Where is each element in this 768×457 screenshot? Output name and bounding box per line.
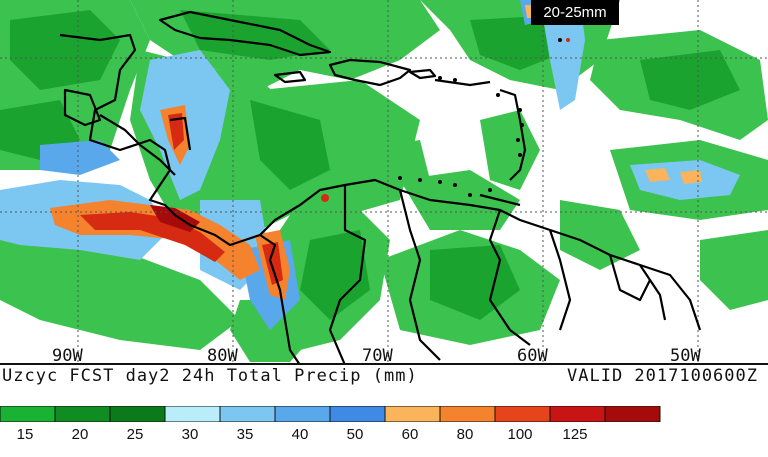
island-markers: [398, 38, 562, 197]
scale-swatch: [109, 406, 166, 422]
scale-tick-label: 100: [507, 426, 533, 443]
scale-tick-label: 30: [181, 426, 199, 443]
scale-tick-label: 20: [71, 426, 89, 443]
lon-label-60w: 60W: [517, 346, 548, 365]
scale-tick-label: 15: [16, 426, 34, 443]
rain-heavy-layer: [50, 5, 702, 300]
map-caption: Uzcyc FCST day2 24h Total Precip (mm) VA…: [0, 366, 768, 388]
scale-tick-label: 80: [456, 426, 474, 443]
scale-swatch: [494, 406, 551, 422]
coastlines-and-borders: [59, 10, 702, 365]
scale-tick-label: 60: [401, 426, 419, 443]
lon-label-70w: 70W: [362, 346, 393, 365]
lon-label-90w: 90W: [52, 346, 83, 365]
color-scale-bar: [0, 406, 661, 422]
scale-swatch: [0, 406, 56, 422]
caption-valid-time: VALID 2017100600Z: [567, 366, 758, 386]
scale-swatch: [164, 406, 221, 422]
caption-product: Uzcyc FCST day2 24h Total Precip (mm): [2, 366, 418, 386]
scale-swatch: [384, 406, 441, 422]
scale-swatch: [439, 406, 496, 422]
scale-tick-label: 125: [562, 426, 588, 443]
scale-tick-label: 50: [346, 426, 364, 443]
color-scale-labels: 15 20 25 30 35 40 50 60 80 100 125: [0, 426, 768, 448]
scale-swatch: [549, 406, 606, 422]
scale-swatch: [274, 406, 331, 422]
lon-label-80w: 80W: [207, 346, 238, 365]
precipitation-map: 90W 80W 70W 60W 50W: [0, 0, 768, 365]
lat-lon-grid: [0, 0, 768, 365]
scale-tick-label: 35: [236, 426, 254, 443]
scale-swatch: [604, 406, 661, 422]
scale-swatch: [219, 406, 276, 422]
scale-swatch: [329, 406, 386, 422]
longitude-labels: 90W 80W 70W 60W 50W: [52, 346, 701, 365]
scale-tick-label: 40: [291, 426, 309, 443]
scale-tick-label: 25: [126, 426, 144, 443]
scale-swatch: [54, 406, 111, 422]
value-badge: 20-25mm: [531, 0, 619, 25]
lon-label-50w: 50W: [670, 346, 701, 365]
